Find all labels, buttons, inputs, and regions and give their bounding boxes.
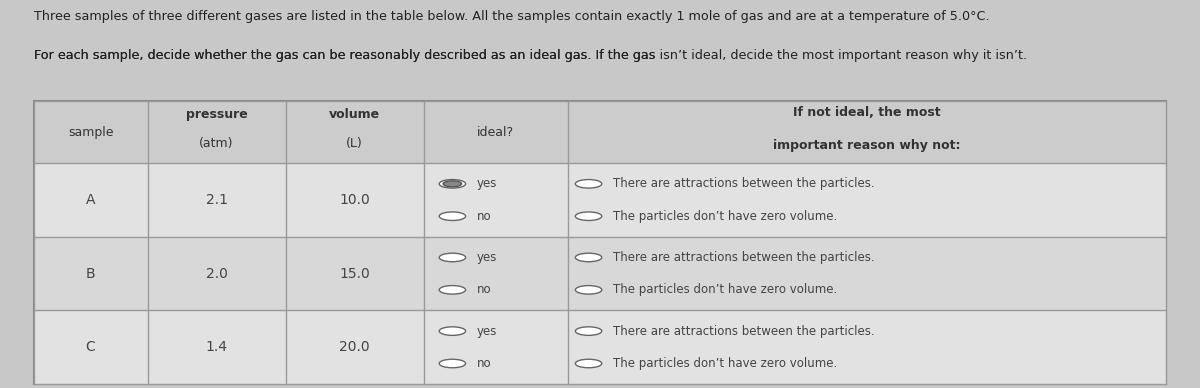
Bar bbox=[34, 310, 1166, 384]
Text: 2.0: 2.0 bbox=[205, 267, 228, 281]
Text: There are attractions between the particles.: There are attractions between the partic… bbox=[612, 251, 874, 264]
Text: important reason why not:: important reason why not: bbox=[773, 139, 961, 152]
Circle shape bbox=[443, 181, 462, 187]
Text: 1.4: 1.4 bbox=[205, 340, 228, 354]
Text: The particles don’t have zero volume.: The particles don’t have zero volume. bbox=[612, 283, 836, 296]
Circle shape bbox=[575, 359, 601, 368]
Circle shape bbox=[439, 212, 466, 220]
Text: no: no bbox=[476, 210, 492, 223]
Text: no: no bbox=[476, 283, 492, 296]
Text: yes: yes bbox=[476, 177, 497, 190]
Text: (atm): (atm) bbox=[199, 137, 234, 150]
Text: 10.0: 10.0 bbox=[340, 193, 370, 207]
Text: For each sample, decide whether the gas can be reasonably described as an ideal : For each sample, decide whether the gas … bbox=[34, 48, 659, 62]
Circle shape bbox=[575, 253, 601, 262]
Circle shape bbox=[575, 327, 601, 335]
Text: There are attractions between the particles.: There are attractions between the partic… bbox=[612, 177, 874, 190]
Text: 2.1: 2.1 bbox=[205, 193, 228, 207]
Text: For each sample, decide whether the gas can be reasonably described as an ideal : For each sample, decide whether the gas … bbox=[34, 48, 1027, 62]
Text: B: B bbox=[85, 267, 96, 281]
Text: ideal?: ideal? bbox=[478, 126, 514, 139]
Text: (L): (L) bbox=[347, 137, 362, 150]
Text: C: C bbox=[85, 340, 96, 354]
Text: sample: sample bbox=[68, 126, 113, 139]
Text: A: A bbox=[86, 193, 95, 207]
Text: volume: volume bbox=[329, 108, 380, 121]
Text: pressure: pressure bbox=[186, 108, 247, 121]
Circle shape bbox=[575, 286, 601, 294]
Bar bbox=[34, 101, 1166, 384]
Text: The particles don’t have zero volume.: The particles don’t have zero volume. bbox=[612, 357, 836, 370]
Bar bbox=[34, 101, 1166, 163]
Bar bbox=[34, 237, 1166, 310]
Circle shape bbox=[439, 327, 466, 335]
Bar bbox=[34, 163, 1166, 237]
Circle shape bbox=[439, 253, 466, 262]
Text: yes: yes bbox=[476, 325, 497, 338]
Circle shape bbox=[439, 359, 466, 368]
Text: 20.0: 20.0 bbox=[340, 340, 370, 354]
Text: If not ideal, the most: If not ideal, the most bbox=[793, 106, 941, 119]
Text: Three samples of three different gases are listed in the table below. All the sa: Three samples of three different gases a… bbox=[34, 10, 989, 23]
Circle shape bbox=[575, 180, 601, 188]
Text: no: no bbox=[476, 357, 492, 370]
Circle shape bbox=[439, 180, 466, 188]
Text: The particles don’t have zero volume.: The particles don’t have zero volume. bbox=[612, 210, 836, 223]
Text: yes: yes bbox=[476, 251, 497, 264]
Circle shape bbox=[439, 286, 466, 294]
Text: There are attractions between the particles.: There are attractions between the partic… bbox=[612, 325, 874, 338]
Text: 15.0: 15.0 bbox=[340, 267, 370, 281]
Circle shape bbox=[575, 212, 601, 220]
